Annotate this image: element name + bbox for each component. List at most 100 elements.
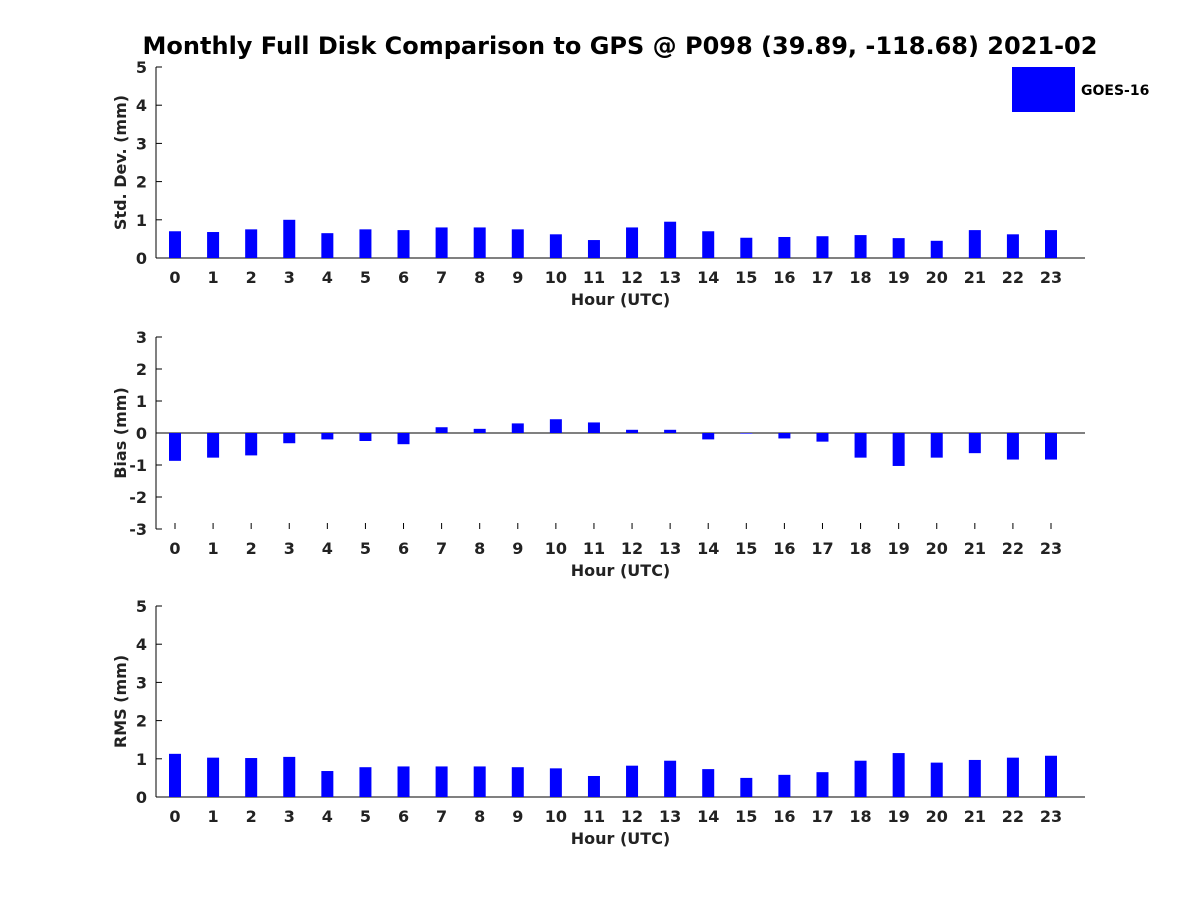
- rms-bar: [549, 768, 562, 797]
- std-dev-x-tick-label: 2: [246, 268, 257, 287]
- legend-label: GOES-16: [1081, 83, 1149, 99]
- rms-bar: [740, 777, 753, 797]
- std-dev-x-tick-label: 12: [621, 268, 643, 287]
- std-dev-bar: [511, 229, 524, 258]
- std-dev-bar: [283, 219, 296, 258]
- std-dev-bar: [854, 235, 867, 258]
- bias-y-tick-label: 2: [136, 360, 147, 379]
- rms-bar: [1006, 757, 1019, 797]
- rms-x-tick-label: 0: [169, 807, 180, 826]
- bias-x-axis-label: Hour (UTC): [571, 561, 671, 580]
- bias-x-tick-label: 19: [888, 539, 910, 558]
- bias-bar: [321, 433, 334, 440]
- std-dev-bar: [816, 236, 829, 258]
- std-dev-x-tick-label: 7: [436, 268, 447, 287]
- rms-x-tick-label: 17: [811, 807, 833, 826]
- rms-bar: [321, 771, 334, 797]
- bias-x-tick-label: 16: [773, 539, 795, 558]
- std-dev-bar: [1045, 230, 1057, 258]
- bias-bar: [435, 427, 448, 433]
- rms-x-tick-label: 16: [773, 807, 795, 826]
- bias-y-tick-label: -2: [129, 488, 147, 507]
- std-dev-y-axis-label: Std. Dev. (mm): [111, 95, 130, 230]
- bias-bar: [511, 423, 524, 433]
- std-dev-x-tick-label: 21: [964, 268, 986, 287]
- bias-bar: [169, 433, 181, 461]
- std-dev-x-tick-label: 18: [849, 268, 871, 287]
- rms-bar: [1045, 755, 1057, 797]
- std-dev-bar: [740, 237, 753, 258]
- std-dev-x-tick-label: 9: [512, 268, 523, 287]
- std-dev-y-tick-label: 1: [136, 211, 147, 230]
- std-dev-x-tick-label: 5: [360, 268, 371, 287]
- std-dev-x-tick-label: 14: [697, 268, 719, 287]
- rms-x-tick-label: 11: [583, 807, 605, 826]
- bias-bar: [283, 433, 296, 444]
- bias-bar: [207, 433, 220, 458]
- bias-x-tick-label: 23: [1040, 539, 1062, 558]
- rms-x-tick-label: 18: [849, 807, 871, 826]
- std-dev-bar: [778, 236, 791, 258]
- rms-y-tick-label: 3: [136, 673, 147, 692]
- std-dev-bar: [664, 221, 677, 258]
- bias-bar: [664, 429, 677, 433]
- rms-bar: [283, 756, 296, 797]
- bias-bar: [968, 433, 981, 454]
- rms-bar: [892, 753, 905, 797]
- std-dev-y-tick-label: 5: [136, 58, 147, 77]
- std-dev-x-tick-label: 23: [1040, 268, 1062, 287]
- rms-x-tick-label: 23: [1040, 807, 1062, 826]
- bias-bar: [740, 433, 753, 434]
- rms-x-tick-label: 22: [1002, 807, 1024, 826]
- rms-y-axis-label: RMS (mm): [111, 655, 130, 748]
- rms-y-tick-label: 1: [136, 750, 147, 769]
- bias-bar: [1045, 433, 1057, 460]
- rms-y-tick-label: 4: [136, 635, 147, 654]
- bias-x-tick-label: 20: [926, 539, 948, 558]
- bias-y-tick-label: 3: [136, 328, 147, 347]
- std-dev-x-tick-label: 4: [322, 268, 333, 287]
- bias-bar: [930, 433, 943, 458]
- bias-x-tick-label: 1: [208, 539, 219, 558]
- rms-x-tick-label: 5: [360, 807, 371, 826]
- bias-bar: [854, 433, 867, 458]
- bias-y-tick-label: -1: [129, 456, 147, 475]
- std-dev-x-tick-label: 15: [735, 268, 757, 287]
- bias-y-axis-label: Bias (mm): [111, 387, 130, 479]
- rms-bar: [930, 762, 943, 797]
- rms-bar: [511, 767, 524, 797]
- bias-y-tick-label: 0: [136, 424, 147, 443]
- std-dev-x-tick-label: 10: [545, 268, 567, 287]
- rms-x-tick-label: 4: [322, 807, 333, 826]
- bias-x-tick-label: 4: [322, 539, 333, 558]
- bias-x-tick-label: 18: [849, 539, 871, 558]
- bias-bar: [245, 433, 258, 456]
- bias-bar: [473, 428, 486, 433]
- rms-bar: [968, 759, 981, 797]
- bias-bar: [892, 433, 905, 466]
- rms-x-tick-label: 15: [735, 807, 757, 826]
- rms-x-tick-label: 1: [208, 807, 219, 826]
- std-dev-bar: [359, 229, 372, 258]
- bias-bar: [702, 433, 715, 440]
- std-dev-bar: [702, 231, 715, 258]
- bias-y-tick-label: 1: [136, 392, 147, 411]
- bias-x-tick-label: 21: [964, 539, 986, 558]
- bias-x-tick-label: 8: [474, 539, 485, 558]
- std-dev-y-tick-label: 4: [136, 96, 147, 115]
- bias-bar: [359, 433, 372, 441]
- bias-bar: [1006, 433, 1019, 460]
- std-dev-x-tick-label: 17: [811, 268, 833, 287]
- std-dev-x-tick-label: 16: [773, 268, 795, 287]
- rms-x-tick-label: 14: [697, 807, 719, 826]
- std-dev-bar: [626, 227, 639, 258]
- std-dev-bar: [169, 231, 181, 258]
- bias-x-tick-label: 2: [246, 539, 257, 558]
- rms-x-tick-label: 3: [284, 807, 295, 826]
- rms-x-tick-label: 7: [436, 807, 447, 826]
- rms-bar: [664, 760, 677, 797]
- rms-bar: [245, 758, 258, 797]
- std-dev-x-tick-label: 8: [474, 268, 485, 287]
- rms-x-tick-label: 6: [398, 807, 409, 826]
- rms-x-tick-label: 2: [246, 807, 257, 826]
